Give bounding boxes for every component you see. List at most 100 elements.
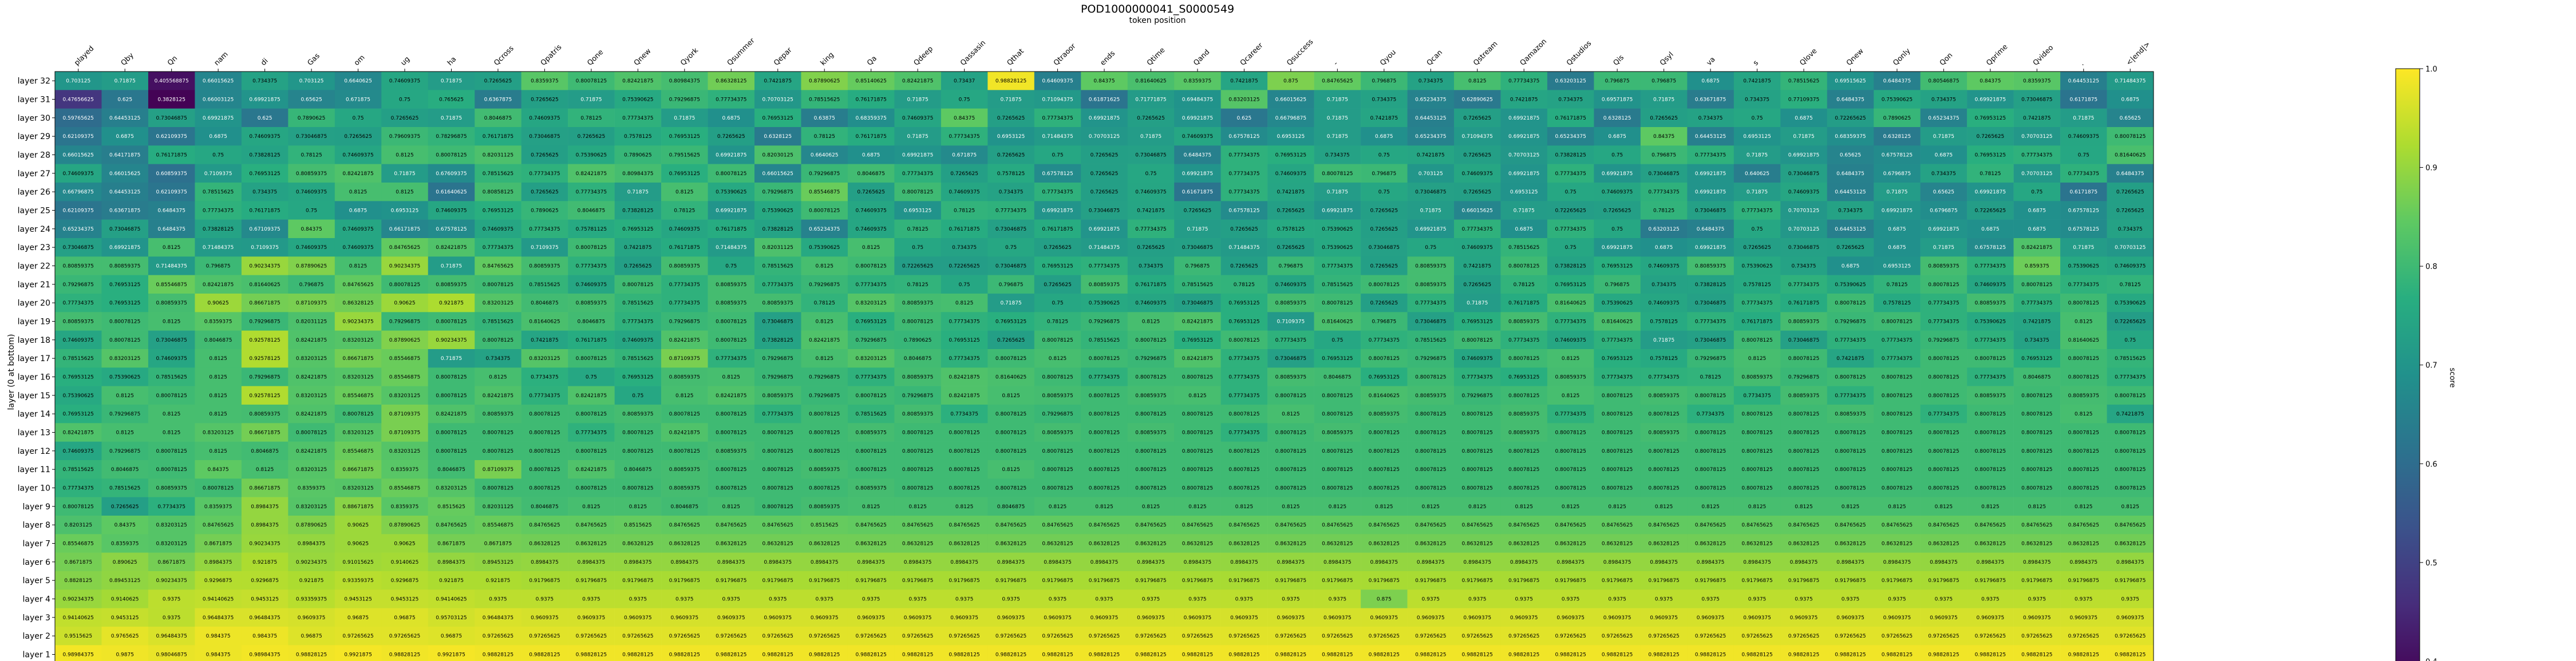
heatmap-cell bbox=[1174, 72, 1221, 90]
cell-value-label: 0.84765625 bbox=[1415, 523, 1446, 528]
cell-value-label: 0.8125 bbox=[1748, 504, 1767, 510]
cell-value-label: 0.91796875 bbox=[809, 578, 840, 584]
cell-value-label: 0.75 bbox=[353, 116, 364, 121]
x-axis-title: token position bbox=[1129, 16, 1186, 25]
y-axis-title: layer (0 at bottom) bbox=[7, 334, 16, 410]
cell-value-label: 0.734375 bbox=[2025, 338, 2049, 343]
cell-value-label: 0.7421875 bbox=[1836, 356, 1864, 362]
heatmap-cell bbox=[661, 183, 708, 201]
cell-value-label: 0.80078125 bbox=[529, 486, 560, 492]
cell-value-label: 0.80859375 bbox=[576, 300, 607, 306]
cell-value-label: 0.8125 bbox=[1095, 504, 1113, 510]
cell-value-label: 0.80078125 bbox=[529, 467, 560, 473]
cell-value-label: 0.86328125 bbox=[902, 541, 933, 547]
heatmap-cell bbox=[1733, 164, 1781, 183]
heatmap-cell bbox=[847, 127, 895, 146]
cell-value-label: 0.9375 bbox=[2028, 597, 2046, 603]
cell-value-label: 0.80859375 bbox=[716, 300, 746, 306]
cell-value-label: 0.82421875 bbox=[296, 411, 327, 417]
cell-value-label: 0.9375 bbox=[1842, 597, 1860, 603]
x-tick-label: Qby bbox=[119, 50, 136, 67]
cell-value-label: 0.6953125 bbox=[391, 208, 419, 214]
cell-value-label: 0.78515625 bbox=[809, 97, 840, 103]
cell-value-label: 0.80078125 bbox=[1228, 338, 1259, 343]
cell-value-label: 0.80078125 bbox=[762, 430, 793, 436]
heatmap-cell bbox=[1034, 164, 1081, 183]
cell-value-label: 0.73046875 bbox=[1695, 300, 1726, 306]
heatmap-cell bbox=[1314, 164, 1361, 183]
cell-value-label: 0.77734375 bbox=[2068, 282, 2099, 288]
cell-value-label: 0.80078125 bbox=[1322, 467, 1353, 473]
cell-value-label: 0.80858125 bbox=[483, 189, 513, 195]
cell-value-label: 0.9375 bbox=[1888, 597, 1906, 603]
cell-value-label: 0.98828125 bbox=[576, 652, 607, 658]
heatmap-cell bbox=[334, 90, 382, 109]
cell-value-label: 0.78125 bbox=[954, 208, 975, 214]
cell-value-label: 0.80078125 bbox=[1322, 411, 1353, 417]
x-tick-label: Qand bbox=[1191, 48, 1211, 67]
cell-value-label: 0.80078125 bbox=[1835, 449, 1866, 454]
cell-value-label: 0.94140625 bbox=[203, 597, 234, 603]
cell-value-label: 0.84765625 bbox=[1275, 523, 1306, 528]
cell-value-label: 0.67578125 bbox=[1228, 208, 1259, 214]
cell-value-label: 0.984375 bbox=[206, 652, 231, 658]
heatmap-cell bbox=[428, 72, 475, 90]
cell-value-label: 0.98828125 bbox=[995, 652, 1026, 658]
cell-value-label: 0.77734375 bbox=[669, 300, 700, 306]
cell-value-label: 0.80078125 bbox=[1928, 486, 1959, 492]
cell-value-label: 0.81640625 bbox=[2115, 153, 2146, 159]
colorbar-tick-label: 0.8 bbox=[2425, 263, 2437, 271]
cell-value-label: 0.78515625 bbox=[1182, 282, 1213, 288]
cell-value-label: 0.80078125 bbox=[1741, 411, 1772, 417]
colorbar-ticks: 0.40.50.60.70.80.91.0 bbox=[2420, 65, 2437, 661]
x-tick-label: Qamazon bbox=[1518, 37, 1548, 67]
cell-value-label: 0.875 bbox=[1283, 78, 1298, 84]
cell-value-label: 0.77734375 bbox=[1555, 411, 1586, 417]
cell-value-label: 0.7265625 bbox=[1137, 245, 1165, 251]
cell-value-label: 0.80078125 bbox=[1089, 393, 1120, 399]
x-tick-label: ha bbox=[445, 54, 458, 67]
heatmap-cell bbox=[1640, 108, 1688, 128]
cell-value-label: 0.9609375 bbox=[670, 615, 698, 621]
cell-value-label: 0.86328125 bbox=[1135, 541, 1166, 547]
cell-value-label: 0.9296875 bbox=[251, 578, 279, 584]
heatmap-cell bbox=[1827, 72, 1874, 90]
cell-value-label: 0.75390625 bbox=[1882, 97, 1913, 103]
x-tick-label: Qsuccess bbox=[1285, 37, 1314, 67]
cell-value-label: 0.90234375 bbox=[156, 578, 187, 584]
cell-value-label: 0.77734375 bbox=[1602, 375, 1633, 381]
cell-value-label: 0.64453125 bbox=[1695, 134, 1726, 140]
cell-value-label: 0.8125 bbox=[163, 411, 181, 417]
y-tick-label: layer 17 bbox=[18, 354, 50, 363]
cell-value-label: 0.80859375 bbox=[669, 264, 700, 270]
cell-value-label: 0.6640625 bbox=[344, 78, 372, 84]
cell-value-label: 0.76171875 bbox=[949, 227, 979, 232]
cell-value-label: 0.7421875 bbox=[624, 245, 652, 251]
cell-value-label: 0.9375 bbox=[1188, 597, 1207, 603]
heatmap-cell bbox=[801, 127, 848, 146]
heatmap-cell bbox=[475, 145, 521, 164]
heatmap-cell bbox=[614, 145, 662, 164]
heatmap-cell bbox=[1454, 164, 1501, 183]
cell-value-label: 0.9875 bbox=[116, 652, 134, 658]
cell-value-label: 0.69921875 bbox=[1508, 134, 1539, 140]
heatmap-cell bbox=[1454, 72, 1501, 90]
cell-value-label: 0.8125 bbox=[2121, 504, 2140, 510]
cell-value-label: 0.80078125 bbox=[1975, 467, 2006, 473]
cell-value-label: 0.80078125 bbox=[669, 411, 700, 417]
cell-value-label: 0.8359375 bbox=[1184, 78, 1212, 84]
cell-value-label: 0.8046875 bbox=[531, 300, 559, 306]
cell-value-label: 0.76953125 bbox=[949, 338, 979, 343]
cell-value-label: 0.84375 bbox=[954, 116, 975, 121]
cell-value-label: 0.9375 bbox=[1701, 597, 1720, 603]
cell-value-label: 0.80859375 bbox=[669, 486, 700, 492]
y-tick-label: layer 13 bbox=[18, 429, 50, 438]
cell-value-label: 0.8984375 bbox=[1323, 560, 1352, 565]
cell-value-label: 0.71094375 bbox=[1462, 134, 1493, 140]
cell-value-label: 0.80859375 bbox=[1695, 264, 1726, 270]
cell-value-label: 0.76953125 bbox=[1228, 319, 1259, 325]
cell-value-label: 0.67578125 bbox=[1042, 171, 1073, 177]
x-tick-label: di bbox=[259, 56, 270, 67]
cell-value-label: 0.8125 bbox=[1002, 467, 1020, 473]
cell-value-label: 0.9375 bbox=[629, 597, 647, 603]
